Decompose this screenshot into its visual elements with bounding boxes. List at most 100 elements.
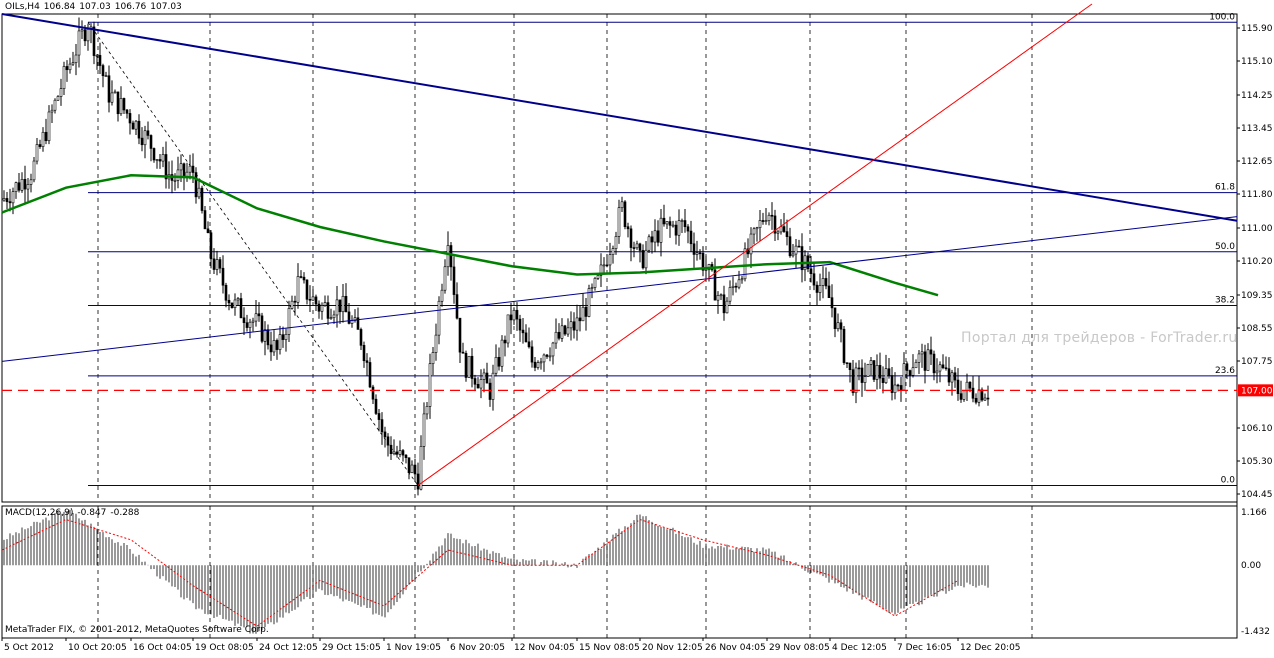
- candle-body: [545, 354, 549, 357]
- candle-body: [281, 334, 285, 340]
- candle-body: [179, 163, 183, 171]
- candle-body: [437, 300, 441, 336]
- candle-body: [20, 179, 24, 191]
- candle-body: [65, 66, 69, 71]
- candle-body: [914, 362, 918, 369]
- candle-body: [224, 284, 228, 301]
- candle-body: [557, 331, 561, 339]
- candle-body: [518, 318, 522, 331]
- candle-body: [950, 372, 954, 383]
- candle-body: [461, 351, 465, 354]
- candle-body: [608, 254, 612, 266]
- candle-body: [491, 372, 495, 400]
- candle-body: [233, 299, 237, 308]
- candle-body: [440, 289, 444, 302]
- candle-body: [260, 315, 264, 342]
- candle-body: [728, 287, 732, 302]
- candle-body: [776, 231, 780, 234]
- fib-level-label: 23.6: [1215, 366, 1235, 376]
- candle-body: [509, 314, 513, 321]
- candle-body: [977, 389, 981, 403]
- candle-body: [416, 473, 420, 490]
- watermark-text: Портал для трейдеров - ForTrader.ru: [961, 330, 1238, 346]
- time-label: 12 Dec 20:05: [960, 643, 1021, 653]
- candle-body: [476, 383, 480, 389]
- candle-body: [458, 317, 462, 353]
- fib-level-label: 50.0: [1215, 242, 1235, 252]
- candle-body: [326, 302, 330, 319]
- candle-body: [320, 305, 324, 312]
- candle-body: [122, 98, 126, 111]
- candle-body: [422, 413, 426, 447]
- candle-body: [413, 464, 417, 475]
- candle-body: [683, 220, 687, 228]
- candle-body: [239, 298, 243, 319]
- candle-body: [152, 148, 156, 161]
- price-label: 115.90: [1241, 24, 1273, 34]
- candle-body: [56, 96, 60, 101]
- candle-body: [341, 295, 345, 313]
- trendline-ascending-support: [1, 216, 1238, 362]
- candle-body: [71, 62, 75, 65]
- candle-body: [503, 339, 507, 344]
- candle-body: [290, 300, 294, 309]
- candle-body: [971, 387, 975, 399]
- candle-body: [317, 303, 321, 312]
- candle-body: [266, 329, 270, 346]
- candle-body: [662, 217, 666, 225]
- candle-body: [347, 311, 351, 324]
- candle-body: [809, 268, 813, 275]
- candle-body: [362, 345, 366, 362]
- candle-body: [365, 360, 369, 363]
- ohlc-high: 107.03: [79, 2, 111, 12]
- candle-body: [242, 317, 246, 323]
- candle-body: [431, 352, 435, 365]
- candle-body: [506, 314, 510, 344]
- candle-body: [161, 154, 165, 162]
- candle-body: [641, 250, 645, 269]
- candle-body: [350, 320, 354, 324]
- candle-body: [791, 253, 795, 257]
- candle-body: [674, 224, 678, 236]
- candle-body: [419, 446, 423, 490]
- fib-diagonal: [87, 22, 419, 486]
- candle-body: [566, 327, 570, 335]
- candle-body: [371, 386, 375, 400]
- price-axis: 115.90 115.10 114.25 113.45 112.65 111.80 111.…: [1237, 24, 1273, 500]
- macd-indicator: 1.166 0.00 -1.432: [1, 508, 1270, 637]
- candle-body: [845, 362, 849, 364]
- candle-body: [467, 355, 471, 378]
- candle-body: [263, 329, 267, 342]
- candle-body: [98, 55, 102, 66]
- candle-body: [272, 340, 276, 353]
- candle-body: [716, 295, 720, 301]
- price-label: 113.45: [1241, 124, 1273, 134]
- candle-body: [473, 378, 477, 385]
- macd-signal-value: -0.288: [110, 508, 140, 518]
- candle-body: [23, 179, 27, 190]
- price-label: 106.10: [1241, 424, 1273, 434]
- candle-body: [815, 284, 819, 293]
- candle-body: [764, 220, 768, 222]
- candle-body: [95, 55, 99, 57]
- candle-body: [929, 349, 933, 355]
- candle-body: [47, 111, 51, 142]
- candle-body: [536, 362, 540, 368]
- candle-body: [644, 249, 648, 269]
- candle-body: [635, 243, 639, 249]
- candle-body: [392, 451, 396, 454]
- candle-body: [455, 294, 459, 319]
- candle-body: [146, 130, 150, 136]
- candle-body: [881, 377, 885, 383]
- candle-body: [155, 159, 159, 161]
- fib-level-label: 61.8: [1215, 183, 1235, 193]
- candle-body: [785, 231, 789, 237]
- candle-body: [191, 165, 195, 173]
- candle-body: [209, 232, 213, 260]
- candle-body: [800, 246, 804, 271]
- candle-body: [245, 322, 249, 328]
- candle-body: [812, 273, 816, 286]
- candle-body: [887, 368, 891, 376]
